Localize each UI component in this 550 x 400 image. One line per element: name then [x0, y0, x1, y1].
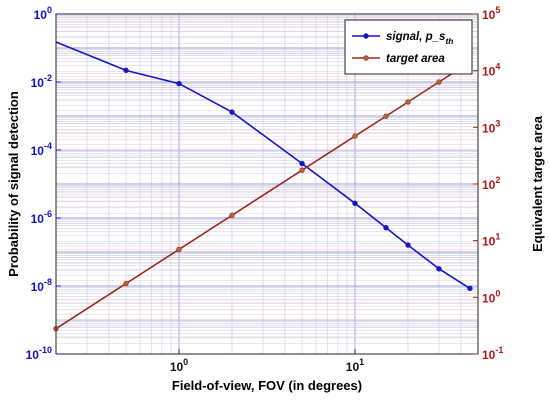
- left-tick-label: 10-2: [31, 73, 52, 90]
- legend-name: signal, p_s: [386, 31, 445, 43]
- tick-base: 10: [482, 65, 496, 79]
- tick-base: 10: [482, 235, 496, 249]
- tick-base: 10: [482, 348, 496, 362]
- series-point-0: [352, 200, 358, 207]
- right-tick-label: 103: [482, 118, 500, 135]
- tick-exponent: 1: [359, 357, 364, 367]
- tick-base: 10: [31, 76, 45, 90]
- tick-exponent: -1: [495, 345, 503, 355]
- series-point-1: [229, 212, 235, 219]
- right-tick-label: 10-1: [482, 345, 503, 362]
- tick-base: 10: [34, 8, 48, 22]
- right-tick-label: 101: [482, 232, 500, 249]
- tick-exponent: 0: [47, 5, 52, 15]
- tick-base: 10: [170, 360, 184, 374]
- series-point-1: [299, 167, 305, 173]
- tick-exponent: -2: [44, 73, 52, 83]
- series-point-0: [176, 80, 182, 87]
- series-point-0: [383, 224, 389, 231]
- tick-base: 10: [482, 8, 496, 22]
- series-line-1: [55, 61, 471, 330]
- legend-name: target area: [386, 53, 445, 65]
- tick-base: 10: [482, 121, 496, 135]
- left-tick-label: 100: [34, 5, 52, 22]
- legend-label-0: signal, p_sth: [386, 31, 453, 46]
- right-tick-label: 100: [482, 288, 500, 305]
- tick-exponent: -6: [44, 209, 52, 219]
- legend-marker-1: [363, 55, 369, 61]
- series-point-1: [405, 99, 411, 105]
- tick-exponent: 1: [495, 232, 500, 242]
- left-tick-label: 10-10: [26, 345, 52, 362]
- left-tick-label: 10-6: [31, 209, 52, 226]
- tick-exponent: -10: [39, 345, 52, 355]
- tick-exponent: 2: [495, 175, 500, 185]
- tick-exponent: -8: [44, 277, 52, 287]
- x-tick-label: 100: [170, 357, 188, 374]
- left-tick-label: 10-4: [31, 141, 52, 158]
- tick-base: 10: [26, 348, 40, 362]
- series-point-0: [123, 67, 129, 74]
- tick-exponent: 5: [495, 5, 500, 15]
- grid: [55, 14, 479, 355]
- x-axis: 100 101: [170, 349, 364, 374]
- series-point-0: [299, 160, 305, 167]
- tick-exponent: 0: [183, 357, 188, 367]
- series-point-1: [123, 280, 129, 287]
- tick-base: 10: [31, 212, 45, 226]
- legend-box: [344, 19, 473, 75]
- tick-base: 10: [31, 144, 45, 158]
- legend-label-1: target area: [386, 53, 445, 65]
- tick-exponent: 0: [495, 288, 500, 298]
- right-tick-label: 102: [482, 175, 500, 192]
- tick-base: 10: [482, 178, 496, 192]
- series-point-1: [383, 113, 389, 119]
- series-line-0: [55, 41, 471, 290]
- series-point-0: [436, 266, 442, 272]
- series-point-1: [436, 79, 442, 85]
- x-tick-label: 101: [346, 357, 364, 374]
- x-axis-title: Field-of-view, FOV (in degrees): [172, 378, 362, 393]
- legend-name-subscript: th: [445, 36, 453, 46]
- left-tick-label: 10-8: [31, 277, 52, 294]
- tick-base: 10: [482, 291, 496, 305]
- tick-base: 10: [346, 360, 360, 374]
- series-point-1: [176, 246, 182, 253]
- tick-exponent: -4: [44, 141, 52, 151]
- series-point-1: [352, 133, 358, 139]
- right-tick-label: 105: [482, 5, 500, 22]
- series-point-0: [467, 285, 473, 292]
- tick-exponent: 4: [495, 62, 500, 72]
- right-axis-title: Equivalent target area: [530, 115, 545, 252]
- left-axis-title: Probability of signal detection: [6, 91, 21, 277]
- legend-marker-0: [363, 33, 369, 39]
- series-point-0: [405, 242, 411, 248]
- tick-base: 10: [31, 280, 45, 294]
- series-point-0: [229, 109, 235, 115]
- tick-exponent: 3: [495, 118, 500, 128]
- right-tick-label: 104: [482, 62, 500, 79]
